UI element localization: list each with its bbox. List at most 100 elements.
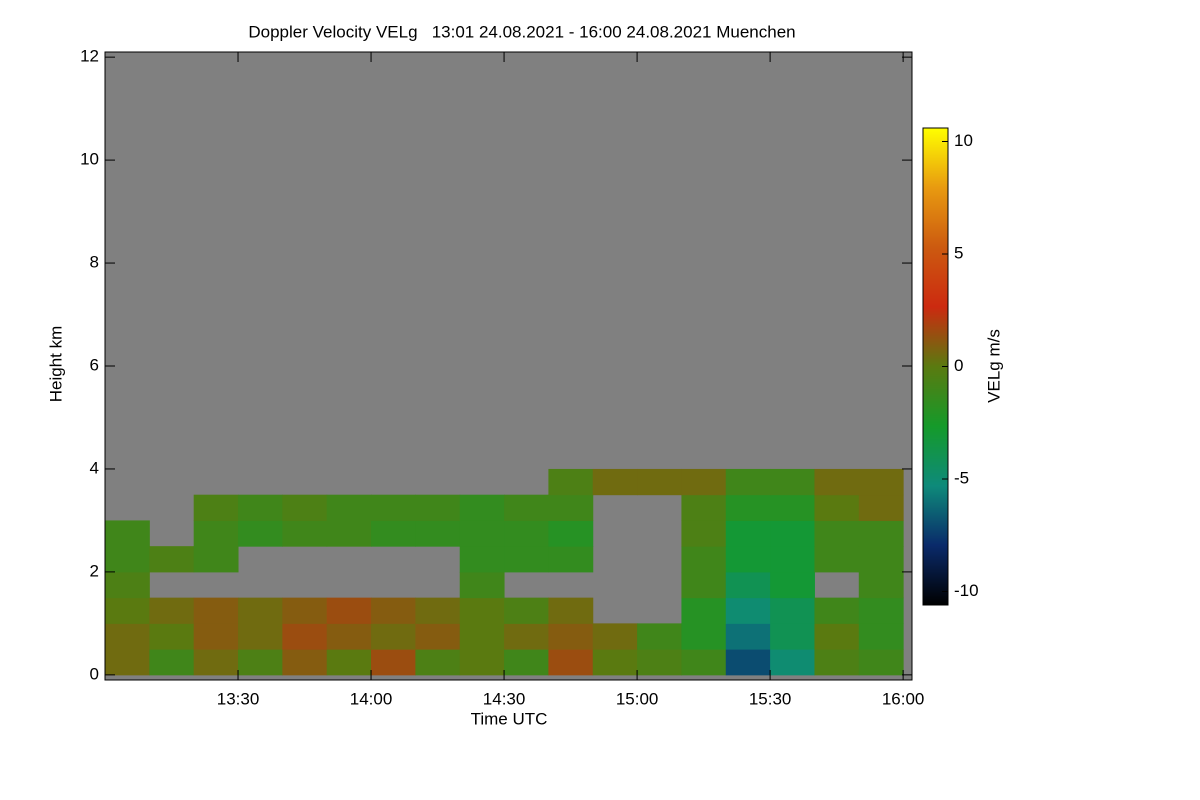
colorbar-strip (923, 461, 948, 463)
colorbar-strip (923, 440, 948, 442)
colorbar-strip (923, 530, 948, 532)
colorbar-strip (923, 436, 948, 438)
colorbar-strip (923, 565, 948, 567)
colorbar-strip (923, 579, 948, 581)
colorbar-strip (923, 547, 948, 549)
colorbar-strip (923, 399, 948, 401)
heatmap-cell (548, 649, 594, 676)
colorbar-strip (923, 418, 948, 420)
colorbar-strip (923, 446, 948, 448)
colorbar-strip (923, 603, 948, 605)
colorbar-strip (923, 244, 948, 246)
colorbar-strip (923, 589, 948, 591)
heatmap-cell (504, 546, 549, 573)
colorbar-strip (923, 272, 948, 274)
colorbar-strip (923, 597, 948, 599)
colorbar-strip (923, 213, 948, 215)
heatmap-cell (637, 468, 682, 496)
colorbar-strip (923, 391, 948, 393)
heatmap-cell (725, 597, 771, 624)
colorbar-strip (923, 294, 948, 296)
heatmap-cell (814, 546, 860, 573)
colorbar-strip (923, 572, 948, 574)
colorbar-strip (923, 203, 948, 205)
colorbar-strip (923, 516, 948, 518)
heatmap-cell (725, 546, 771, 573)
colorbar-strip (923, 140, 948, 142)
colorbar-strip (923, 520, 948, 522)
colorbar-strip (923, 503, 948, 505)
colorbar-strip (923, 410, 948, 412)
colorbar-strip (923, 422, 948, 424)
colorbar-strip (923, 129, 948, 131)
colorbar-strip (923, 553, 948, 555)
colorbar-strip (923, 309, 948, 311)
colorbar-strip (923, 383, 948, 385)
colorbar-strip (923, 463, 948, 465)
colorbar-strip (923, 474, 948, 476)
colorbar-strip (923, 549, 948, 551)
colorbar-strip (923, 214, 948, 216)
colorbar-strip (923, 336, 948, 338)
heatmap-cell (105, 546, 150, 573)
colorbar-strip (923, 539, 948, 541)
colorbar-strip (923, 517, 948, 519)
colorbar-strip (923, 259, 948, 261)
heatmap-cell (193, 623, 239, 650)
heatmap-cell (858, 597, 904, 624)
colorbar-strip (923, 249, 948, 251)
colorbar-strip (923, 473, 948, 475)
colorbar-strip (923, 171, 948, 173)
colorbar-strip (923, 412, 948, 414)
colorbar-strip (923, 247, 948, 249)
heatmap-cell (548, 494, 594, 521)
colorbar-strip (923, 345, 948, 347)
heatmap-cell (770, 649, 815, 676)
heatmap-cell (238, 494, 283, 521)
heatmap-cell (415, 597, 461, 624)
colorbar-strip (923, 373, 948, 375)
colorbar-strip (923, 487, 948, 489)
colorbar-strip (923, 269, 948, 271)
colorbar-strip (923, 587, 948, 589)
heatmap-cell (858, 623, 904, 650)
colorbar-strip (923, 265, 948, 267)
colorbar-strip (923, 363, 948, 365)
colorbar-strip (923, 231, 948, 233)
colorbar-strip (923, 324, 948, 326)
colorbar-strip (923, 545, 948, 547)
colorbar-strip (923, 560, 948, 562)
x-tick-label: 14:30 (483, 689, 526, 708)
colorbar-strip (923, 346, 948, 348)
colorbar-strip (923, 232, 948, 234)
colorbar-strip (923, 239, 948, 241)
colorbar-strip (923, 290, 948, 292)
colorbar-strip (923, 546, 948, 548)
heatmap-cell (681, 597, 727, 624)
colorbar-strip (923, 452, 948, 454)
heatmap-cell (858, 546, 904, 573)
colorbar-strip (923, 283, 948, 285)
colorbar-strip (923, 264, 948, 266)
colorbar-strip (923, 533, 948, 535)
heatmap-cell (814, 649, 860, 676)
colorbar-strip (923, 260, 948, 262)
colorbar-strip (923, 575, 948, 577)
colorbar-strip (923, 380, 948, 382)
colorbar-strip (923, 150, 948, 152)
heatmap-cell (459, 597, 505, 624)
heatmap-cell (592, 468, 638, 496)
colorbar-strip (923, 453, 948, 455)
y-axis-label: Height km (46, 326, 65, 403)
colorbar-strip (923, 469, 948, 471)
colorbar-strip (923, 313, 948, 315)
colorbar-strip (923, 368, 948, 370)
colorbar-strip (923, 519, 948, 521)
colorbar-strip (923, 234, 948, 236)
colorbar-strip (923, 600, 948, 602)
colorbar-strip (923, 353, 948, 355)
colorbar-strip (923, 484, 948, 486)
colorbar-strip (923, 588, 948, 590)
colorbar-strip (923, 466, 948, 468)
heatmap-cell (504, 649, 549, 676)
